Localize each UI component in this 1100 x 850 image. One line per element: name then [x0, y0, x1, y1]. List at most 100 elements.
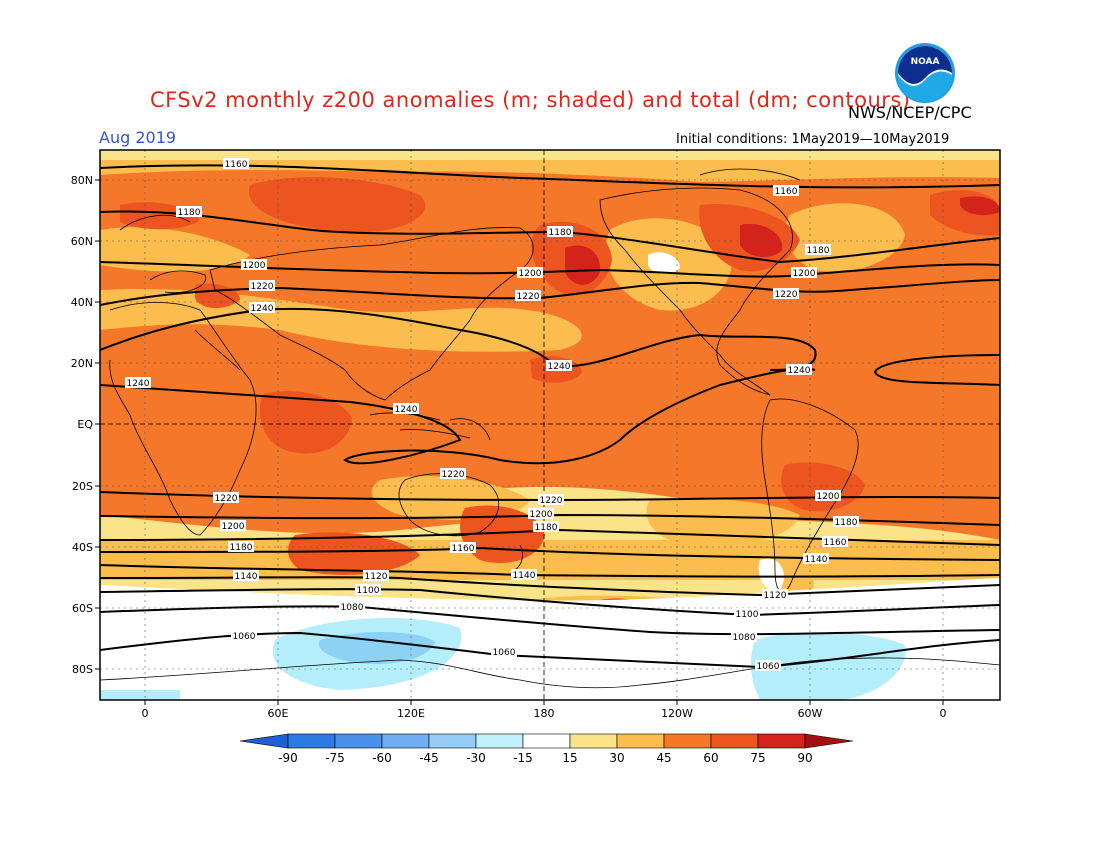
- contour-label: 1160: [450, 542, 476, 554]
- svg-text:1180: 1180: [230, 543, 253, 553]
- svg-text:1120: 1120: [764, 591, 787, 601]
- anomaly-band-negative: [100, 618, 906, 700]
- contour-label: 1120: [363, 570, 389, 582]
- lon-label: 120E: [397, 707, 425, 720]
- contour-label: 1240: [546, 360, 572, 372]
- contour-1200-north: [100, 261, 1000, 278]
- lat-label: 60N: [71, 235, 93, 248]
- longitude-labels: 0 60E 120E 180 120W 60W 0: [142, 700, 947, 720]
- svg-text:1220: 1220: [215, 494, 238, 504]
- lon-label: 0: [940, 707, 947, 720]
- contour-label: 1200: [528, 508, 554, 520]
- contour-label: 1200: [241, 259, 267, 271]
- svg-text:1220: 1220: [775, 290, 798, 300]
- lat-label: EQ: [77, 418, 93, 431]
- contour-label: 1180: [533, 521, 559, 533]
- contour-label: 1140: [233, 570, 259, 582]
- svg-text:1080: 1080: [733, 633, 756, 643]
- coastline-south-america: [761, 398, 859, 593]
- contour-label: 1140: [511, 569, 537, 581]
- svg-text:1200: 1200: [530, 510, 553, 520]
- contour-label: 1200: [517, 267, 543, 279]
- contour-label: 1080: [339, 601, 365, 613]
- contour-1240-east: [873, 354, 1000, 386]
- svg-text:1160: 1160: [452, 544, 475, 554]
- svg-text:1220: 1220: [251, 282, 274, 292]
- logo-text: NOAA: [911, 57, 940, 67]
- svg-text:1240: 1240: [395, 405, 418, 415]
- svg-text:1240: 1240: [548, 362, 571, 372]
- lat-label: 60S: [72, 602, 93, 615]
- svg-text:1180: 1180: [807, 246, 830, 256]
- svg-text:1100: 1100: [736, 610, 759, 620]
- lat-label: 40S: [72, 541, 93, 554]
- contour-label: 1240: [393, 403, 419, 415]
- svg-text:1200: 1200: [793, 269, 816, 279]
- lat-label: 40N: [71, 296, 93, 309]
- anomaly-band-75-90: [565, 196, 1000, 285]
- coastline-asia: [194, 227, 534, 401]
- svg-text:1240: 1240: [251, 304, 274, 314]
- contour-label: 1220: [538, 494, 564, 506]
- lat-label: 20S: [72, 480, 93, 493]
- svg-text:1180: 1180: [535, 523, 558, 533]
- lon-label: 60E: [268, 707, 289, 720]
- svg-text:1140: 1140: [513, 571, 536, 581]
- svg-text:1200: 1200: [519, 269, 542, 279]
- chart-title: CFSv2 monthly z200 anomalies (m; shaded)…: [150, 88, 911, 112]
- svg-text:1220: 1220: [442, 470, 465, 480]
- map-frame-group: 1160 1160 1180 1180 1180 1200 1200 1200 1220 1220…: [100, 150, 1000, 700]
- svg-text:1180: 1180: [549, 228, 572, 238]
- svg-text:1220: 1220: [517, 292, 540, 302]
- svg-text:1220: 1220: [540, 496, 563, 506]
- contour-1080-south: [100, 605, 1000, 636]
- contour-label: 1200: [815, 490, 841, 502]
- contour-1100-south: [100, 588, 1000, 617]
- lon-label: 0: [142, 707, 149, 720]
- svg-text:1140: 1140: [805, 555, 828, 565]
- contour-label: 1180: [547, 226, 573, 238]
- lon-label: 180: [534, 707, 555, 720]
- contour-label: 1080: [731, 631, 757, 643]
- contour-label: 1180: [228, 541, 254, 553]
- lat-label: 80N: [71, 174, 93, 187]
- svg-text:1100: 1100: [357, 586, 380, 596]
- contour-label: 1220: [440, 468, 466, 480]
- lon-label: 120W: [661, 707, 693, 720]
- svg-text:1140: 1140: [235, 572, 258, 582]
- contour-label: 1220: [213, 492, 239, 504]
- contour-label: 1220: [249, 280, 275, 292]
- coastlines: [100, 168, 1000, 689]
- contour-label: 1100: [355, 584, 381, 596]
- contour-label: 1180: [176, 206, 202, 218]
- svg-text:1160: 1160: [824, 538, 847, 548]
- lat-label: 20N: [71, 357, 93, 370]
- contour-label: 1240: [786, 364, 812, 376]
- forecast-month-label: Aug 2019: [99, 128, 177, 147]
- latitude-labels: 80N 60N 40N 20N EQ 20S 40S 60S 80S: [71, 174, 100, 676]
- noaa-logo-icon: NOAA: [895, 43, 955, 103]
- contour-label: 1200: [791, 267, 817, 279]
- svg-text:1180: 1180: [835, 518, 858, 528]
- svg-text:1120: 1120: [365, 572, 388, 582]
- svg-text:1160: 1160: [225, 160, 248, 170]
- contour-label: 1180: [805, 244, 831, 256]
- contour-1120-south: [100, 576, 1000, 597]
- contour-label: 1100: [734, 608, 760, 620]
- svg-text:1240: 1240: [127, 379, 150, 389]
- contour-1240-tropical: [100, 367, 816, 465]
- svg-text:1200: 1200: [817, 492, 840, 502]
- contour-label: 1060: [231, 630, 257, 642]
- contour-label: 1240: [125, 377, 151, 389]
- contour-labels: 1160 1160 1180 1180 1180 1200 1200 1200 1220 1220…: [125, 158, 859, 672]
- svg-text:1180: 1180: [178, 208, 201, 218]
- contour-label: 1060: [491, 646, 517, 658]
- contour-label: 1160: [822, 536, 848, 548]
- svg-text:1060: 1060: [233, 632, 256, 642]
- contour-label: 1140: [803, 553, 829, 565]
- lon-label: 60W: [798, 707, 823, 720]
- contour-label: 1200: [220, 520, 246, 532]
- svg-text:1080: 1080: [341, 603, 364, 613]
- svg-text:1060: 1060: [493, 648, 516, 658]
- contour-label: 1180: [833, 516, 859, 528]
